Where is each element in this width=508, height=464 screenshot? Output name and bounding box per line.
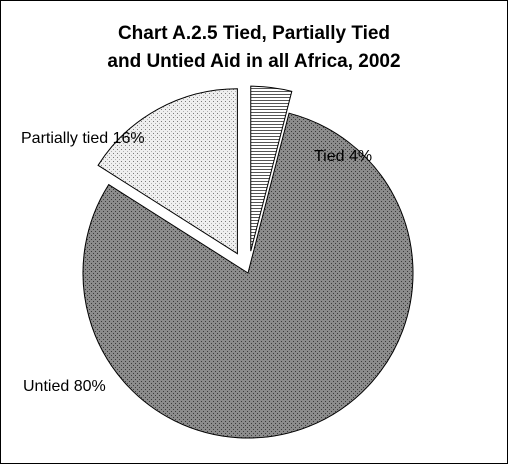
pie-slices — [82, 85, 414, 439]
slice-label-untied: Untied 80% — [23, 378, 106, 395]
slice-label-tied: Tied 4% — [314, 148, 372, 165]
pie-slice-tied — [250, 85, 293, 252]
chart-title-line-1: Chart A.2.5 Tied, Partially Tied — [118, 23, 390, 44]
pie-slice-untied — [82, 112, 414, 439]
chart-title-line-2: and Untied Aid in all Africa, 2002 — [107, 51, 400, 72]
slice-label-partially-tied: Partially tied 16% — [21, 130, 145, 147]
pie-slice-partially-tied — [97, 88, 238, 255]
